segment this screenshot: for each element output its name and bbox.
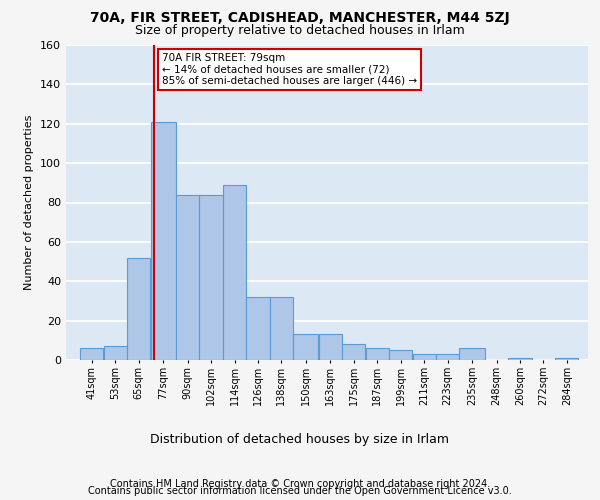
Bar [199, 194, 223, 360]
Bar [365, 348, 389, 360]
Bar [413, 354, 436, 360]
Bar [460, 348, 485, 360]
Bar [247, 297, 269, 360]
Bar [176, 194, 199, 360]
Text: Contains public sector information licensed under the Open Government Licence v3: Contains public sector information licen… [88, 486, 512, 496]
Y-axis label: Number of detached properties: Number of detached properties [25, 115, 34, 290]
Bar [508, 358, 532, 360]
Bar [80, 348, 103, 360]
Bar [151, 122, 176, 360]
Text: 70A, FIR STREET, CADISHEAD, MANCHESTER, M44 5ZJ: 70A, FIR STREET, CADISHEAD, MANCHESTER, … [90, 11, 510, 25]
Bar [270, 297, 293, 360]
Bar [555, 358, 578, 360]
Text: 70A FIR STREET: 79sqm
← 14% of detached houses are smaller (72)
85% of semi-deta: 70A FIR STREET: 79sqm ← 14% of detached … [162, 53, 418, 86]
Bar [104, 346, 127, 360]
Text: Distribution of detached houses by size in Irlam: Distribution of detached houses by size … [151, 432, 449, 446]
Bar [389, 350, 412, 360]
Text: Contains HM Land Registry data © Crown copyright and database right 2024.: Contains HM Land Registry data © Crown c… [110, 479, 490, 489]
Bar [223, 185, 246, 360]
Bar [319, 334, 342, 360]
Bar [293, 334, 319, 360]
Bar [127, 258, 151, 360]
Bar [436, 354, 459, 360]
Text: Size of property relative to detached houses in Irlam: Size of property relative to detached ho… [135, 24, 465, 37]
Bar [342, 344, 365, 360]
